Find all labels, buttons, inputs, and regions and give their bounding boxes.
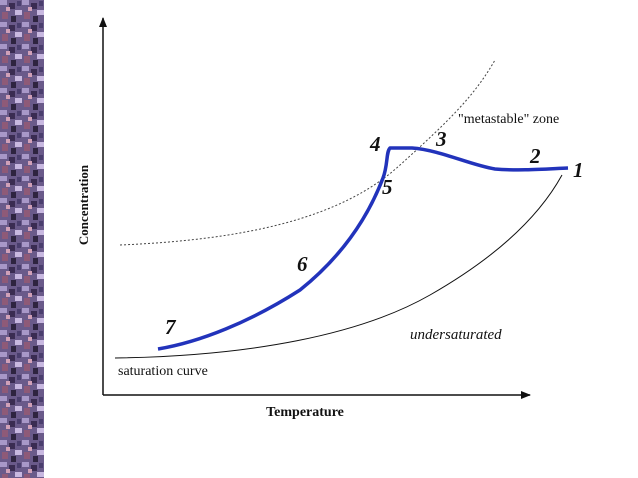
metastable-curve (119, 59, 496, 246)
point-label: 1 (573, 158, 584, 182)
process-path (157, 146, 569, 351)
x-axis-label: Temperature (266, 405, 344, 420)
metastable-label: "metastable" zone (458, 112, 559, 127)
texture-strip (0, 0, 44, 478)
point-label: 4 (369, 132, 381, 156)
undersaturated-label: undersaturated (410, 327, 502, 343)
point-label: 7 (165, 315, 177, 339)
saturation-label: saturation curve (118, 364, 208, 379)
point-label: 6 (297, 252, 308, 276)
saturation-curve (114, 174, 563, 359)
y-axis-label: Concentration (76, 164, 91, 245)
point-label: 2 (529, 144, 541, 168)
point-label: 3 (435, 127, 447, 151)
point-label: 5 (382, 175, 393, 199)
